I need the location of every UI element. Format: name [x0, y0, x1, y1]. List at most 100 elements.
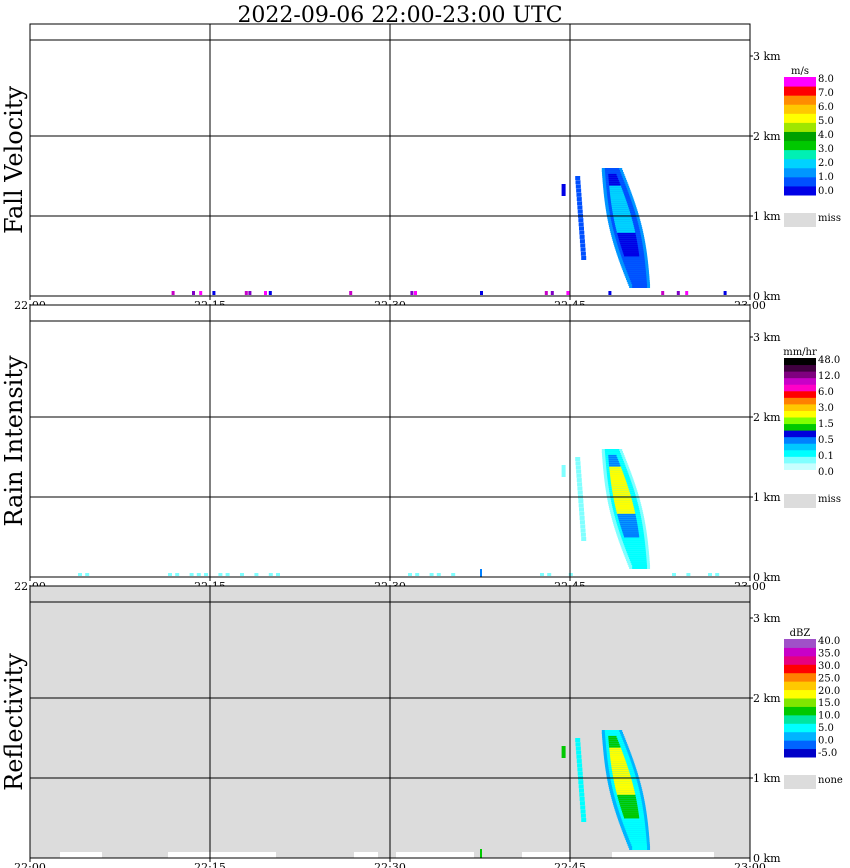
legend-swatch — [784, 384, 816, 392]
mark-streak — [579, 234, 585, 239]
legend-swatch — [784, 443, 816, 451]
legend-label: 1.5 — [818, 419, 834, 430]
legend-swatch — [784, 456, 816, 464]
mark-streak — [579, 515, 585, 520]
mark-clutter — [685, 291, 689, 295]
legend-label: 0.5 — [818, 435, 834, 446]
mark-streak — [578, 499, 584, 504]
mark-clutter — [723, 291, 727, 295]
mark-clutter — [240, 573, 244, 576]
legend-swatch — [784, 731, 816, 741]
mark-clutter — [168, 573, 172, 576]
legend-label: 4.0 — [818, 130, 834, 141]
mark-clutter — [408, 573, 412, 576]
mark-streak — [576, 750, 582, 755]
legend-label: 0.0 — [818, 186, 834, 197]
legend-swatch — [784, 469, 816, 477]
data-layer — [60, 730, 714, 858]
mark-none-strip — [396, 852, 474, 858]
mark-streak — [580, 247, 586, 252]
legend-label: 35.0 — [818, 648, 840, 659]
mark-blob — [561, 746, 566, 758]
mark-none-strip — [60, 852, 102, 858]
legend-label: 3.0 — [818, 403, 834, 414]
legend: dBZ -5.00.0 5.010.0 15.020.0 25.030.0 35.040.… — [784, 628, 843, 789]
legend-swatch — [784, 449, 816, 457]
legend-label: 6.0 — [818, 102, 834, 113]
y-tick-label: 3 km — [753, 331, 781, 344]
mark-streak — [578, 226, 584, 231]
mark-streak — [578, 788, 584, 793]
mark-streak — [576, 197, 582, 202]
mark-none-strip — [168, 852, 276, 858]
mark-streak — [578, 222, 584, 227]
mark-clutter — [480, 291, 483, 295]
mark-band — [632, 846, 648, 850]
legend-label: 2.0 — [818, 158, 834, 169]
legend-label: 0.1 — [818, 451, 834, 462]
mark-streak — [575, 461, 581, 466]
mark-streak — [576, 192, 582, 197]
legend-swatch — [784, 664, 816, 674]
mark-streak — [579, 511, 585, 516]
legend-swatch — [784, 410, 816, 418]
legend-swatch — [784, 706, 816, 716]
mark-streak — [575, 465, 581, 470]
mark-clutter — [175, 573, 180, 576]
legend-label: 1.0 — [818, 172, 834, 183]
legend-swatch — [784, 377, 816, 385]
legend-miss-label: miss — [818, 494, 841, 505]
legend-label: 8.0 — [818, 74, 834, 85]
y-tick-label: 0 km — [753, 290, 781, 303]
mark-streak — [575, 176, 581, 180]
legend-swatch — [784, 140, 816, 151]
mark-streak — [578, 218, 584, 223]
legend-swatch — [784, 462, 816, 470]
mark-streak — [577, 205, 583, 210]
legend-swatch — [784, 689, 816, 699]
mark-clutter — [264, 291, 267, 295]
legend-unit: mm/hr — [783, 347, 817, 358]
mark-clutter — [436, 573, 441, 576]
legend-label: 30.0 — [818, 661, 840, 672]
legend-label: 15.0 — [818, 698, 840, 709]
mark-streak — [580, 809, 586, 814]
mark-clutter — [480, 569, 482, 577]
mark-blob — [561, 465, 566, 477]
legend-swatch — [784, 748, 816, 758]
mark-streak — [581, 256, 587, 260]
mark-clutter — [661, 291, 665, 295]
mark-clutter — [686, 573, 691, 576]
mark-clutter — [212, 291, 216, 295]
mark-clutter — [276, 573, 280, 576]
mark-streak — [580, 813, 586, 818]
legend-swatch — [784, 681, 816, 691]
mark-clutter — [676, 291, 680, 295]
y-tick-label: 0 km — [753, 852, 781, 865]
mark-streak — [578, 784, 584, 789]
legend-swatch — [784, 176, 816, 187]
mark-streak — [576, 188, 582, 193]
legend-swatch — [784, 436, 816, 444]
legend-label: 0.0 — [818, 467, 834, 478]
mark-streak — [577, 767, 583, 772]
mark-clutter — [268, 291, 272, 295]
legend-swatch — [784, 358, 816, 366]
mark-streak — [578, 503, 584, 508]
legend-swatch — [784, 185, 816, 196]
legend-label: 25.0 — [818, 673, 840, 684]
mark-clutter — [540, 573, 544, 576]
panel-ylabel: Fall Velocity — [0, 86, 28, 235]
mark-clutter — [171, 291, 175, 295]
legend-unit: m/s — [791, 66, 809, 77]
mark-streak — [579, 230, 585, 235]
mark-streak — [579, 796, 585, 801]
mark-none-strip — [522, 852, 570, 858]
legend: m/s 0.0 1.0 2.0 3.0 4.0 5.0 6.0 7.0 8.0 miss — [784, 66, 841, 227]
legend-swatch — [784, 95, 816, 105]
mark-clutter — [192, 291, 195, 295]
legend-miss-swatch — [784, 494, 816, 508]
mark-band — [632, 565, 648, 569]
